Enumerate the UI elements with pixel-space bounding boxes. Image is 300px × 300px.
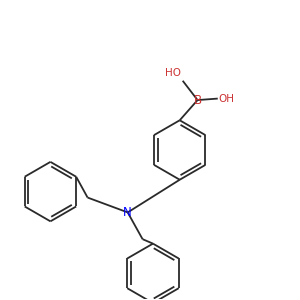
Text: B: B: [194, 94, 202, 106]
Text: N: N: [123, 206, 132, 219]
Text: OH: OH: [219, 94, 235, 103]
Text: HO: HO: [165, 68, 181, 78]
